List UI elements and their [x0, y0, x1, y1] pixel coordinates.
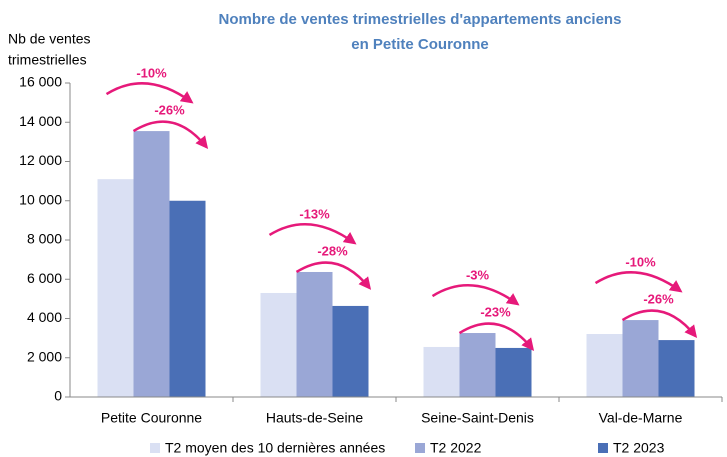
- bar: [260, 292, 297, 397]
- annotation-arrow: [132, 120, 209, 150]
- annotation: -13%: [299, 206, 330, 221]
- y-tick-label: 8 000: [27, 231, 62, 247]
- annotation-arrow: [295, 261, 372, 290]
- y-tick-label: 14 000: [19, 113, 62, 129]
- x-tick-label: Val-de-Marne: [599, 410, 683, 426]
- annotation: -26%: [643, 292, 674, 307]
- y-axis-title: Nb de ventes: [8, 31, 91, 47]
- annotation: -23%: [480, 304, 511, 319]
- legend-label: T2 2022: [430, 440, 482, 456]
- chart-title: Nombre de ventes trimestrielles d'appart…: [219, 11, 622, 28]
- annotation: -26%: [154, 103, 185, 118]
- annotation: -10%: [136, 66, 167, 81]
- bar: [169, 200, 206, 397]
- legend-swatch: [598, 443, 608, 453]
- legend-swatch: [415, 443, 425, 453]
- y-axis-title: trimestrielles: [8, 52, 87, 68]
- y-tick-label: 10 000: [19, 191, 62, 207]
- bar: [658, 340, 695, 397]
- annotation: -28%: [317, 243, 348, 258]
- bar: [423, 346, 460, 397]
- bar: [332, 305, 369, 397]
- bar: [495, 347, 532, 397]
- bar: [296, 271, 333, 397]
- legend-label: T2 2023: [613, 440, 665, 456]
- y-tick-label: 6 000: [27, 270, 62, 286]
- bar: [133, 131, 170, 398]
- legend-label: T2 moyen des 10 dernières années: [165, 440, 385, 456]
- chart-title: en Petite Couronne: [351, 36, 489, 53]
- y-tick-label: 2 000: [27, 348, 62, 364]
- bar: [97, 179, 134, 397]
- y-tick-label: 4 000: [27, 309, 62, 325]
- x-tick-label: Seine-Saint-Denis: [421, 410, 534, 426]
- annotation-arrow: [458, 322, 535, 351]
- annotation-arrow: [594, 271, 683, 293]
- annotation-arrow: [621, 309, 698, 339]
- legend-swatch: [150, 443, 160, 453]
- y-tick-label: 16 000: [19, 74, 62, 90]
- annotation-arrow: [105, 82, 194, 104]
- annotation: -10%: [625, 255, 656, 270]
- x-tick-label: Petite Couronne: [101, 410, 202, 426]
- bar: [622, 320, 659, 397]
- bar: [459, 333, 496, 397]
- y-tick-label: 0: [54, 388, 62, 404]
- bar: [586, 334, 623, 397]
- annotation-arrow: [431, 284, 520, 306]
- annotation-arrow: [268, 223, 357, 245]
- x-tick-label: Hauts-de-Seine: [266, 410, 363, 426]
- annotation: -3%: [466, 267, 490, 282]
- y-tick-label: 12 000: [19, 152, 62, 168]
